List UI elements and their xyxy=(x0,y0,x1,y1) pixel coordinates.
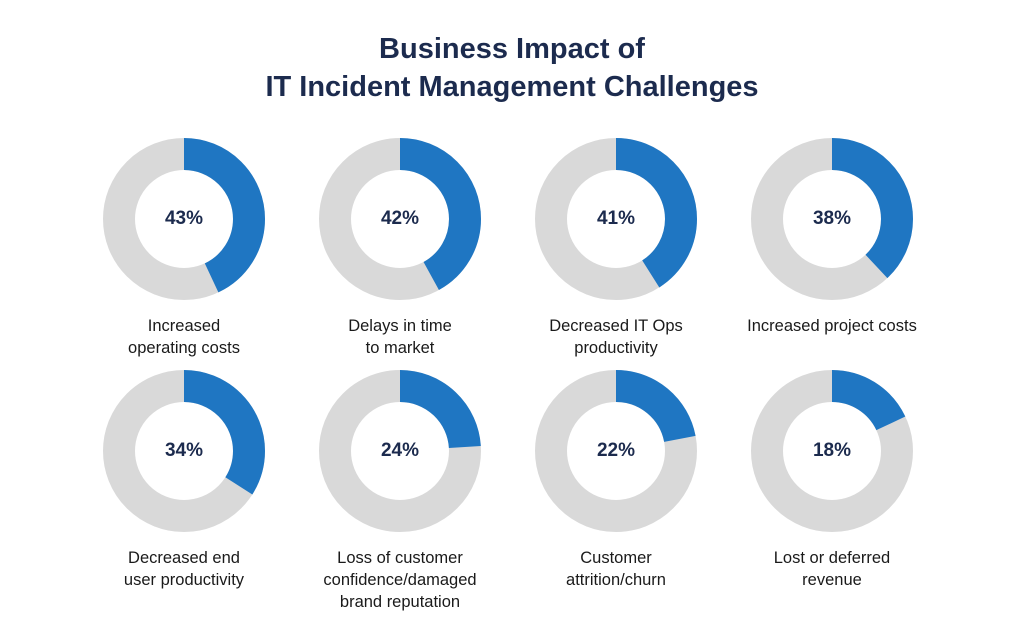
donut-percentage-label: 43% xyxy=(164,208,204,229)
donut-category-label-line: Decreased end xyxy=(128,549,240,567)
donut-svg xyxy=(751,370,913,532)
donut-category-label-line: productivity xyxy=(574,339,658,357)
donut-chart: 34% xyxy=(99,366,269,536)
donut-category-label-line: confidence/damaged xyxy=(323,571,477,589)
donut-chart: 38% xyxy=(747,134,917,304)
donut-svg xyxy=(103,370,265,532)
donut-category-label-line: Lost or deferred xyxy=(773,549,891,567)
donut-category-label-line: operating costs xyxy=(128,339,240,357)
donut-category-label-line: Loss of customer xyxy=(337,549,463,567)
donut-percentage-label: 38% xyxy=(812,208,852,229)
donut-category-label-line: Decreased IT Ops xyxy=(549,317,683,335)
donut-category-label: Decreased IT Ops productivity xyxy=(508,315,724,359)
chart-title-line-1: Business Impact of xyxy=(379,33,645,65)
donut-panel: 22% Customer attrition/churn xyxy=(508,366,724,617)
donut-percentage-label: 22% xyxy=(596,440,636,461)
chart-title-line-2: IT Incident Management Challenges xyxy=(265,71,759,103)
donut-value-arc xyxy=(319,138,481,300)
donut-chart: 18% xyxy=(747,366,917,536)
donut-category-label-line: to market xyxy=(365,339,435,357)
donut-chart: 24% xyxy=(315,366,485,536)
donut-panel: 38% Increased project costs xyxy=(724,134,940,385)
donut-chart: 43% xyxy=(99,134,269,304)
donut-panel: 41% Decreased IT Ops productivity xyxy=(508,134,724,385)
donut-svg xyxy=(319,138,481,300)
donut-category-label-line: revenue xyxy=(802,571,862,589)
donut-percentage-label: 24% xyxy=(380,440,420,461)
donut-category-label: Customer attrition/churn xyxy=(508,547,724,591)
donut-value-arc xyxy=(103,370,265,532)
donut-category-label: Increased project costs xyxy=(724,315,940,337)
donut-category-label: Loss of customer confidence/damaged brand … xyxy=(292,547,508,613)
donut-percentage-label: 41% xyxy=(596,208,636,229)
donut-chart: 41% xyxy=(531,134,701,304)
donut-percentage-label: 34% xyxy=(164,440,204,461)
donut-chart: 22% xyxy=(531,366,701,536)
chart-title: Business Impact of IT Incident Managemen… xyxy=(0,30,1024,106)
donut-category-label-line: brand reputation xyxy=(339,593,461,611)
donut-category-label-line: Increased project costs xyxy=(747,317,917,335)
donut-svg xyxy=(103,138,265,300)
donut-percentage-label: 18% xyxy=(812,440,852,461)
donut-svg xyxy=(535,370,697,532)
donut-value-arc xyxy=(751,138,913,300)
donut-svg xyxy=(535,138,697,300)
donut-value-arc xyxy=(103,138,265,300)
donut-category-label-line: attrition/churn xyxy=(566,571,666,589)
donut-chart: 42% xyxy=(315,134,485,304)
donut-value-arc xyxy=(535,138,697,300)
donut-category-label-line: Customer xyxy=(580,549,652,567)
donut-svg xyxy=(751,138,913,300)
donut-category-label-line: user productivity xyxy=(123,571,245,589)
donut-category-label-line: Delays in time xyxy=(348,317,452,335)
donut-category-label: Delays in time to market xyxy=(292,315,508,359)
donut-panel: 34% Decreased end user productivity xyxy=(76,366,292,617)
donut-panel: 43% Increased operating costs xyxy=(76,134,292,385)
donut-value-arc xyxy=(535,370,697,532)
donut-panel: 42% Delays in time to market xyxy=(292,134,508,385)
donut-svg xyxy=(319,370,481,532)
donut-category-label-line: Increased xyxy=(147,317,221,335)
donut-category-label: Increased operating costs xyxy=(76,315,292,359)
donut-category-label: Lost or deferred revenue xyxy=(724,547,940,591)
donut-percentage-label: 42% xyxy=(380,208,420,229)
donut-value-arc xyxy=(751,370,913,532)
donut-category-label: Decreased end user productivity xyxy=(76,547,292,591)
donut-value-arc xyxy=(319,370,481,532)
donut-panel: 24% Loss of customer confidence/damaged bra… xyxy=(292,366,508,617)
donut-panel: 18% Lost or deferred revenue xyxy=(724,366,940,617)
